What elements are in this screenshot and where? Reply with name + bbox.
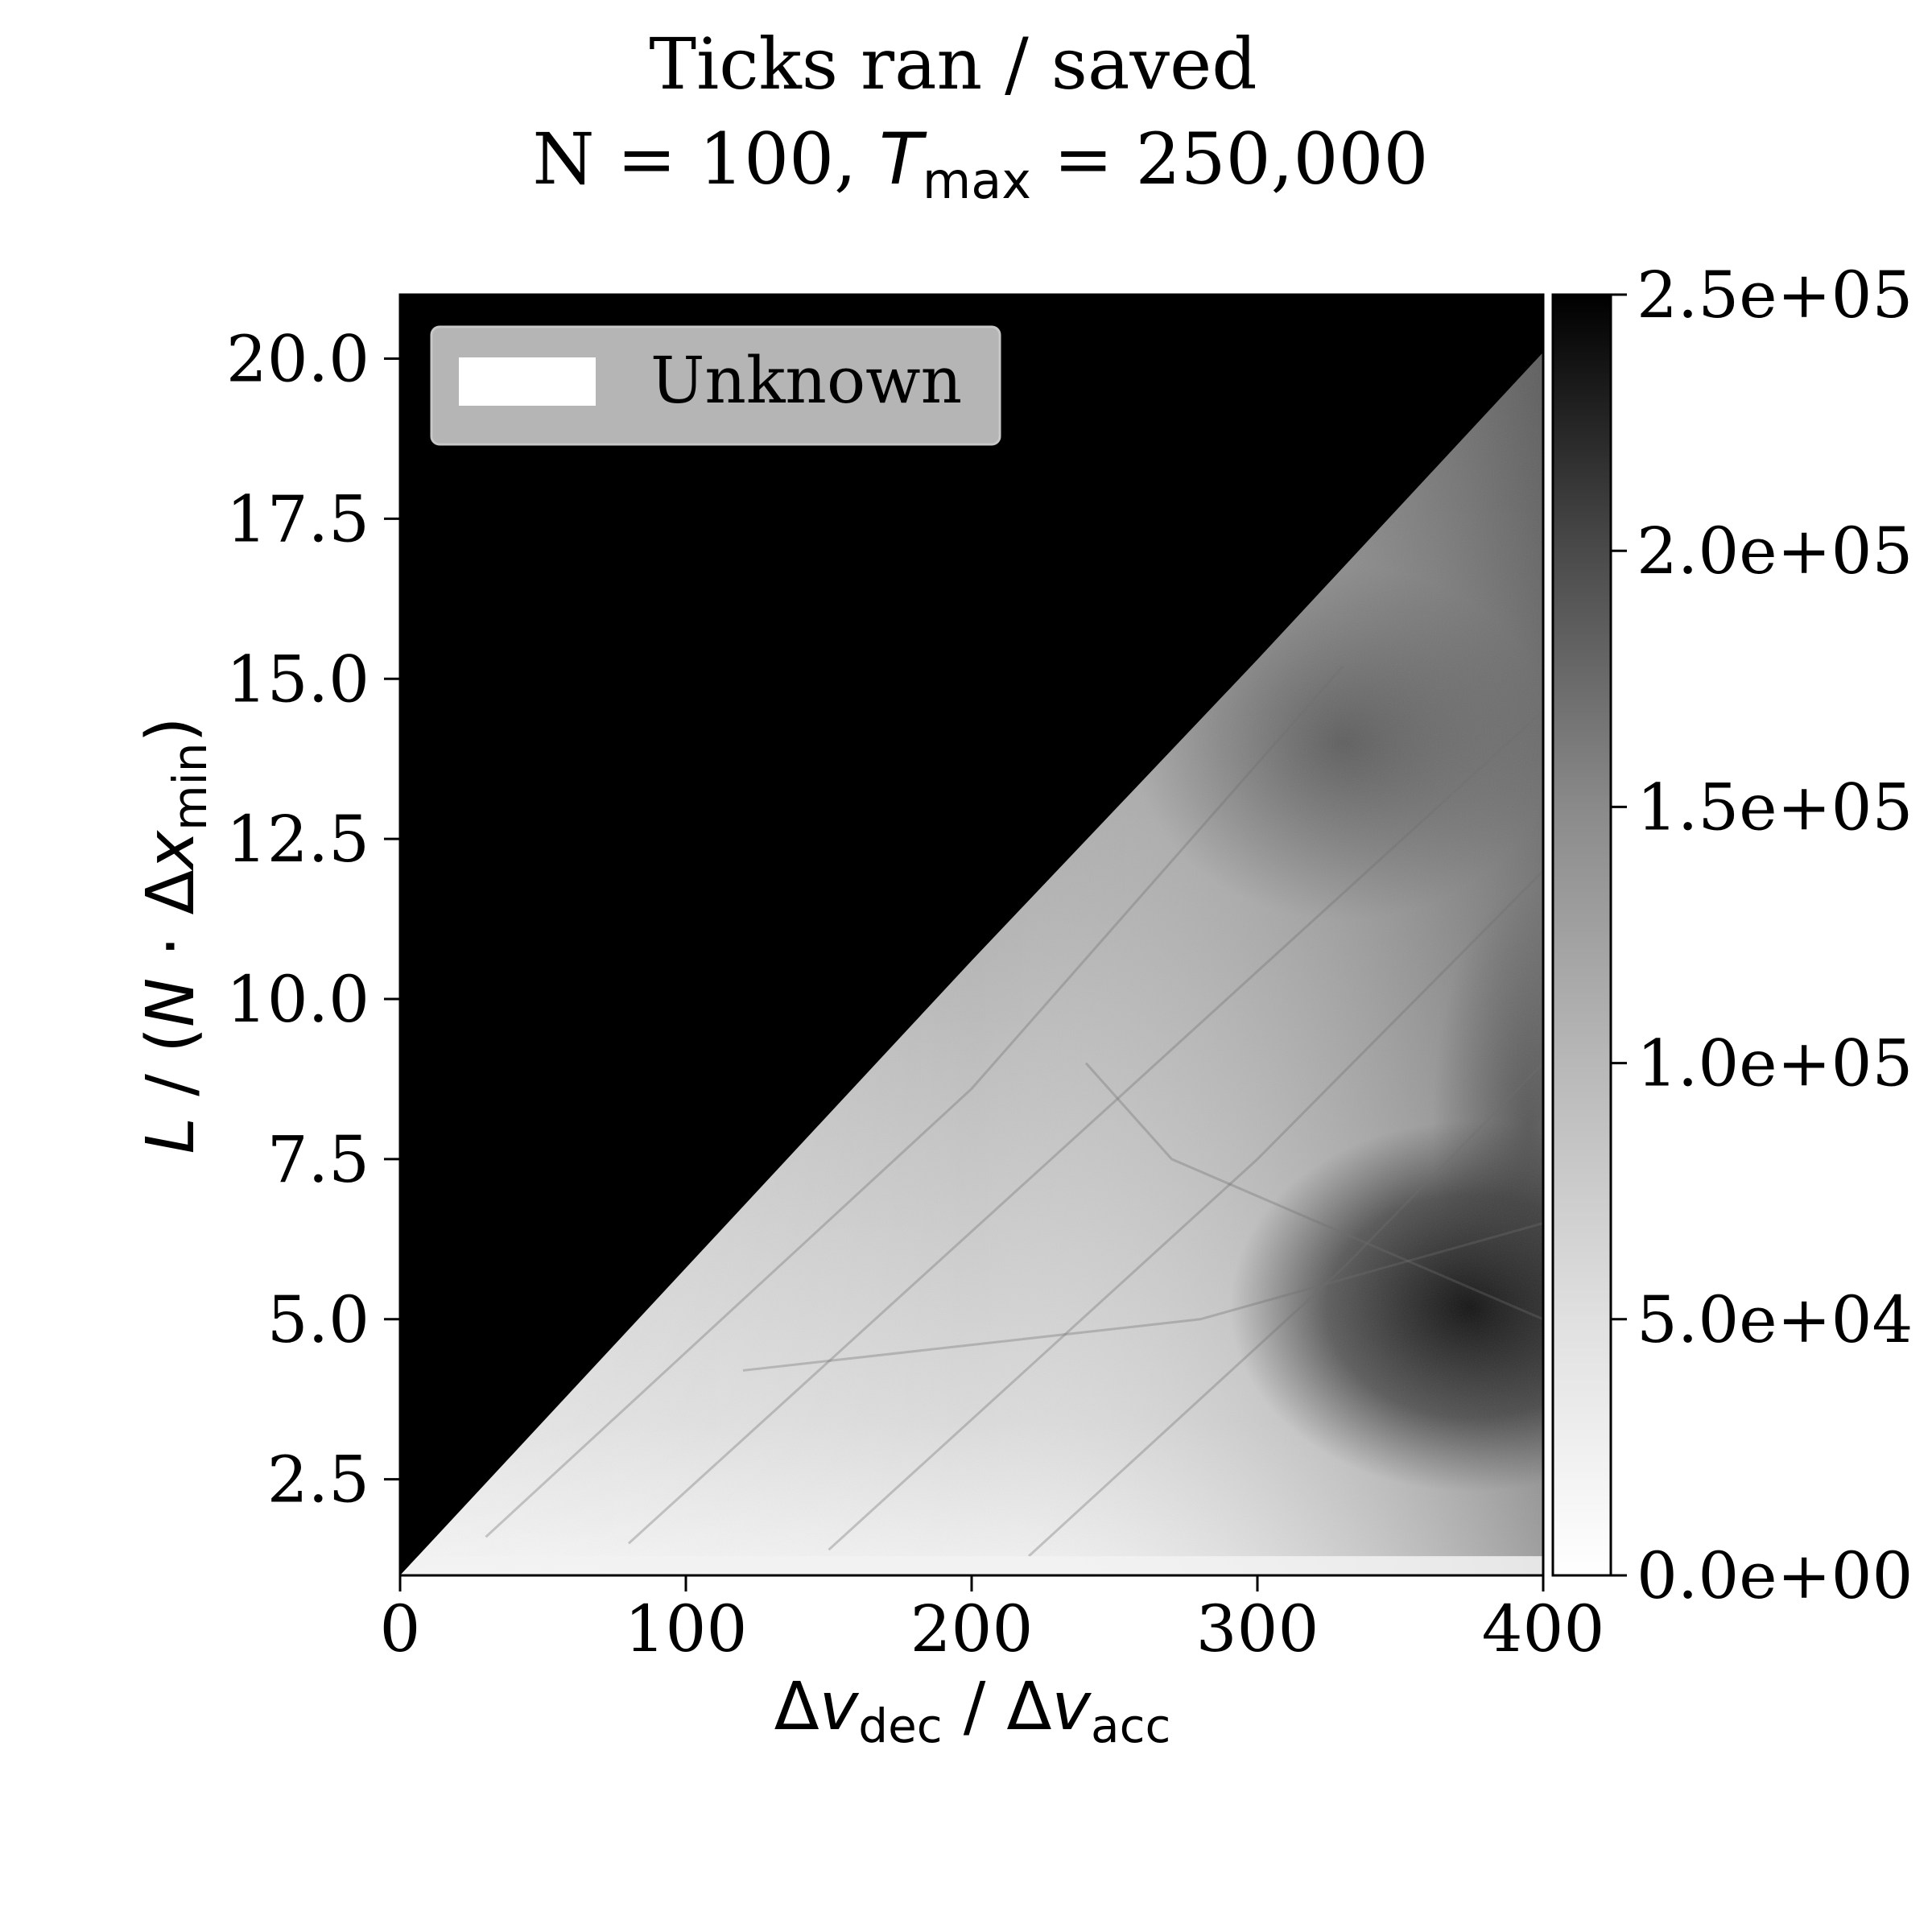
y-tick-label: 5.0 (267, 1282, 369, 1357)
y-tick-label: 7.5 (267, 1122, 369, 1197)
x-tick-label: 100 (625, 1591, 748, 1666)
y-tick-label: 20.0 (226, 322, 369, 397)
x-tick-label: 300 (1196, 1591, 1319, 1666)
legend-frame (430, 325, 1001, 446)
colorbar-tick-label: 1.0e+05 (1637, 1026, 1913, 1101)
legend-swatch-unknown (459, 357, 596, 406)
chart-subtitle: N = 100, Tmax = 250,000 (532, 118, 1428, 210)
x-axis-ticks: 0 100 200 300 400 (380, 1575, 1605, 1666)
colorbar-tick-label: 2.0e+05 (1637, 514, 1913, 588)
plot-area (400, 295, 1543, 1575)
x-axis-label: Δvdec / Δvacc (774, 1669, 1171, 1753)
x-tick-label: 0 (380, 1591, 421, 1666)
y-tick-label: 17.5 (226, 481, 369, 556)
y-tick-label: 10.0 (226, 962, 369, 1037)
bottom-band (400, 1556, 1543, 1575)
legend: Unknown (430, 325, 1001, 446)
colorbar: 0.0e+00 5.0e+04 1.0e+05 1.5e+05 2.0e+05 2.5e+… (1551, 258, 1913, 1613)
chart-title: Ticks ran / saved (649, 23, 1257, 105)
colorbar-tick-label: 1.5e+05 (1637, 770, 1913, 844)
x-tick-label: 200 (910, 1591, 1034, 1666)
colorbar-tick-label: 2.5e+05 (1637, 258, 1913, 332)
y-tick-label: 12.5 (226, 802, 369, 877)
y-axis-label: L / (N · Δxmin) (133, 717, 217, 1154)
x-tick-label: 400 (1482, 1591, 1605, 1666)
colorbar-tick-label: 0.0e+00 (1637, 1538, 1913, 1613)
y-axis-ticks: 2.5 5.0 7.5 10.0 12.5 15.0 17.5 20.0 (226, 322, 400, 1517)
y-tick-label: 2.5 (267, 1443, 369, 1517)
legend-label-unknown: Unknown (650, 343, 962, 418)
colorbar-ticks: 0.0e+00 5.0e+04 1.0e+05 1.5e+05 2.0e+05 2.5e+… (1611, 258, 1913, 1613)
colorbar-gradient (1551, 293, 1612, 1577)
colorbar-tick-label: 5.0e+04 (1637, 1282, 1913, 1357)
y-tick-label: 15.0 (226, 642, 369, 716)
